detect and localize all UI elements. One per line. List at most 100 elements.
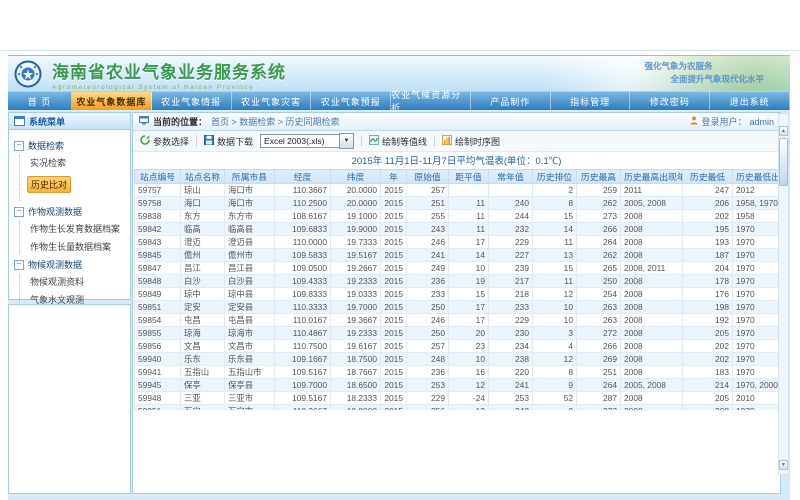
table-cell: 251 [576,365,621,379]
table-cell: 59856 [134,339,181,353]
nav-item-8[interactable]: 指标管理 [551,92,631,110]
table-cell: 白沙县 [224,274,275,288]
nav-item-7[interactable]: 产品制作 [471,92,551,110]
table-title: 2015年 11月1日-11月7日平均气温表(单位：0.1℃) [351,156,562,167]
table-cell: 265 [576,261,621,275]
tree-section-3[interactable]: − 物候观测数据 [14,258,127,271]
table-cell: 59951 [134,404,181,410]
table-cell: 20.0000 [330,183,381,197]
table-cell: 2015 [380,209,407,223]
table-cell: 273 [576,404,621,410]
table-cell: -24 [448,391,489,405]
table-cell: 247 [682,183,733,197]
column-header: 历史最低出现年份 [732,169,780,184]
table-cell: 109.5167 [274,391,331,405]
vertical-scrollbar[interactable]: ▲ ▼ [778,113,789,475]
table-cell: 10 [448,352,489,366]
table-cell: 19.9000 [330,222,381,236]
table-cell: 239 [488,261,533,275]
table-cell: 108.6167 [274,209,331,223]
table-cell: 266 [576,222,621,236]
table-cell: 11 [448,209,489,223]
draw-timeseries-button[interactable]: 绘制时序图 [442,135,500,148]
table-cell: 264 [576,235,621,249]
scroll-down-icon[interactable]: ▼ [779,460,788,470]
table-cell: 定安 [180,300,225,314]
scrollbar-thumb[interactable] [779,138,788,186]
table-cell: 2015 [380,196,407,210]
nav-item-3[interactable]: 农业气象情报 [152,92,232,110]
draw-contour-button[interactable]: 绘制等值线 [369,135,427,148]
table-cell [488,183,533,197]
nav-item-2[interactable]: 农业气象数据库 [72,92,152,110]
breadcrumb[interactable]: 首页 > 数据检索 > 历史同期检索 [211,117,340,127]
table-cell: 241 [488,378,533,392]
table-cell: 229 [488,235,533,249]
timeseries-chart-icon [442,135,453,147]
tree-item[interactable]: 实况检索 [30,158,67,168]
page-title: 海南省农业气象业务服务系统 [52,63,286,82]
table-cell: 264 [576,378,621,392]
nav-item-9[interactable]: 修改密码 [630,92,711,110]
table-cell: 1970 [732,261,780,275]
tree-item[interactable]: 历史比对 [27,176,72,193]
table-cell: 13 [448,404,489,410]
table-cell: 琼海市 [224,326,275,340]
table-row: 59951万宁万宁市110.366718.8000201525613243927… [134,404,780,410]
table-cell: 1970 [732,235,780,249]
table-cell: 227 [488,248,533,262]
table-cell: 59845 [134,248,181,262]
table-cell: 110.3667 [274,183,331,197]
nav-item-10[interactable]: 退出系统 [710,92,791,110]
table-cell: 59843 [134,235,181,249]
table-cell: 19.2333 [330,274,381,288]
table-cell: 109.5833 [274,248,331,262]
table-cell: 10 [532,313,577,327]
table-cell: 214 [682,378,733,392]
table-cell: 256 [406,404,449,410]
nav-item-5[interactable]: 农业气象预报 [311,92,392,110]
scroll-up-icon[interactable]: ▲ [779,126,788,136]
tree-item[interactable]: 物候观测资料 [30,277,85,287]
toolbar-divider [434,135,436,147]
nav-item-4[interactable]: 农业气象灾害 [232,92,312,110]
table-cell: 257 [406,339,449,353]
table-cell: 59758 [134,196,181,210]
table-cell: 19.0333 [330,287,381,301]
collapse-icon[interactable]: − [14,206,24,217]
table-cell: 万宁市 [224,404,275,410]
nav-item-6[interactable]: 农业气候资源分析 [391,90,471,113]
table-row: 59758 海口 海口市 110.2500 20.0000 2015 251 11 240 8 26… [134,196,780,210]
table-cell: 9 [532,404,577,410]
table-row: 59941 五指山 五指山市 109.5167 18.7667 2015 236 16 220 8… [134,365,780,379]
collapse-icon[interactable]: − [14,140,24,151]
tree-item[interactable]: 气象水文观测 [30,295,85,305]
table-cell: 59945 [134,378,181,392]
table-cell: 232 [488,222,533,236]
table-cell: 2005, 2008 [620,378,683,392]
table-cell: 东方市 [224,209,275,223]
download-button[interactable]: 数据下载 [204,135,253,148]
tree-item[interactable]: 作物生长发育数据档案 [30,224,121,234]
table-cell: 10 [532,300,577,314]
chevron-down-icon[interactable]: ▼ [339,133,355,149]
table-row: 59843 澄迈 澄迈县 110.0000 19.7333 2015 246 17 229 11 2… [134,235,780,249]
table-cell: 19.5167 [330,248,381,262]
table-cell: 59838 [134,209,181,223]
table-cell: 192 [682,313,733,327]
param-select-button[interactable]: 参数选择 [140,135,189,148]
tree-item[interactable]: 作物生长量数据档案 [30,242,112,252]
export-format-select[interactable]: Excel 2003(.xls) ▼ [260,133,355,149]
table-cell: 248 [406,352,449,366]
table-cell: 海口 [180,196,225,210]
tree-section-2[interactable]: − 作物观测数据 [14,205,127,218]
table-cell: 198 [682,300,733,314]
table-cell: 178 [682,274,733,288]
collapse-icon[interactable]: − [14,259,24,270]
table-cell: 文昌 [180,339,225,353]
table-cell: 1970 [732,300,780,314]
tree-section-1[interactable]: − 数据检索 [14,139,127,152]
table-cell: 1970 [732,287,780,301]
nav-item-1[interactable]: 首 页 [8,92,73,110]
table-cell: 109.0500 [274,261,331,275]
